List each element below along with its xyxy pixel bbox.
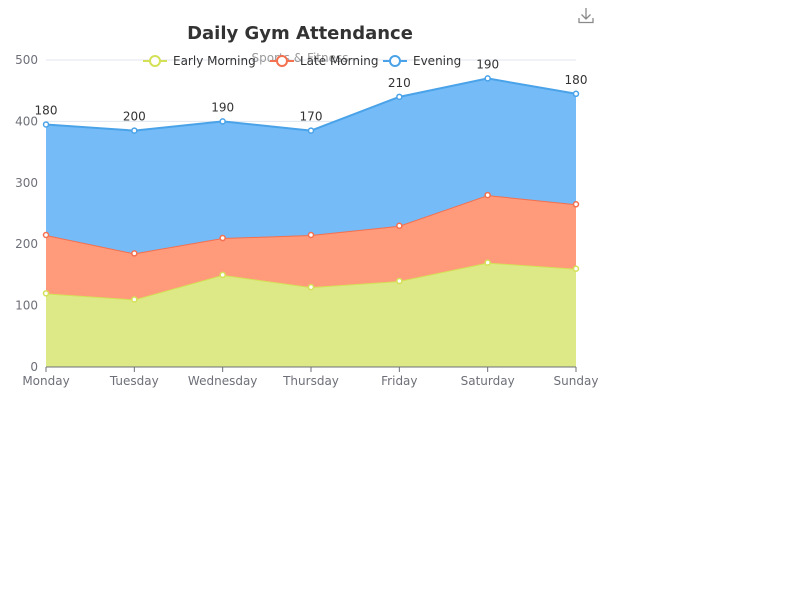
data-point <box>131 127 138 134</box>
x-tick-label: Sunday <box>554 374 599 388</box>
data-points <box>42 75 580 303</box>
area-evening <box>46 78 576 254</box>
data-point <box>572 90 580 98</box>
data-point <box>484 259 491 266</box>
area-late-morning <box>46 195 576 300</box>
legend-item-late-morning[interactable]: Late Morning <box>270 54 379 68</box>
data-point <box>307 127 315 134</box>
data-point <box>572 201 580 208</box>
x-tick-label: Thursday <box>282 374 339 388</box>
x-tick-label: Wednesday <box>188 374 257 388</box>
x-tick-label: Saturday <box>461 374 515 388</box>
y-tick-label: 300 <box>15 176 38 190</box>
data-label: 210 <box>388 76 411 90</box>
x-tick-label: Tuesday <box>109 374 159 388</box>
y-tick-label: 200 <box>15 237 38 251</box>
data-point <box>219 118 226 125</box>
legend-swatch-marker <box>276 55 288 67</box>
y-tick-label: 500 <box>15 53 38 67</box>
data-label: 200 <box>123 110 146 124</box>
data-point <box>396 277 403 285</box>
axes: 0 100 200 300 400 500 Monday Tuesday Wednesday Th… <box>15 53 598 388</box>
y-tick-label: 0 <box>30 360 38 374</box>
data-label: 190 <box>476 57 499 71</box>
data-point <box>307 283 315 291</box>
data-point <box>219 271 226 279</box>
data-point <box>131 250 138 257</box>
data-point <box>219 234 226 242</box>
x-tick-label: Monday <box>22 374 69 388</box>
data-point <box>572 265 580 273</box>
chart-title: Daily Gym Attendance <box>187 23 413 44</box>
data-point <box>131 296 138 303</box>
legend-swatch-marker <box>389 55 401 67</box>
data-point <box>42 231 50 239</box>
data-labels: 180 200 190 170 210 190 180 <box>35 57 588 123</box>
download-icon[interactable] <box>575 4 597 26</box>
data-point <box>396 222 403 230</box>
y-tick-label: 400 <box>15 114 38 128</box>
x-tick-label: Friday <box>381 374 417 388</box>
legend-label: Evening <box>413 54 461 68</box>
legend-item-evening[interactable]: Evening <box>383 54 461 68</box>
area-early-morning <box>46 262 576 367</box>
data-point <box>484 75 491 82</box>
y-tick-label: 100 <box>15 299 38 313</box>
legend-swatch-marker <box>149 55 161 67</box>
data-point <box>42 290 50 297</box>
data-point <box>307 231 315 239</box>
data-label: 170 <box>300 110 323 124</box>
data-label: 190 <box>211 100 234 114</box>
legend[interactable]: Early Morning Late Morning Evening <box>143 54 461 68</box>
legend-label: Early Morning <box>173 54 256 68</box>
data-point <box>42 121 50 128</box>
data-point <box>484 191 491 199</box>
data-label: 180 <box>565 73 588 87</box>
legend-item-early-morning[interactable]: Early Morning <box>143 54 256 68</box>
data-label: 180 <box>35 103 58 117</box>
legend-label: Late Morning <box>300 54 379 68</box>
data-point <box>396 93 403 101</box>
